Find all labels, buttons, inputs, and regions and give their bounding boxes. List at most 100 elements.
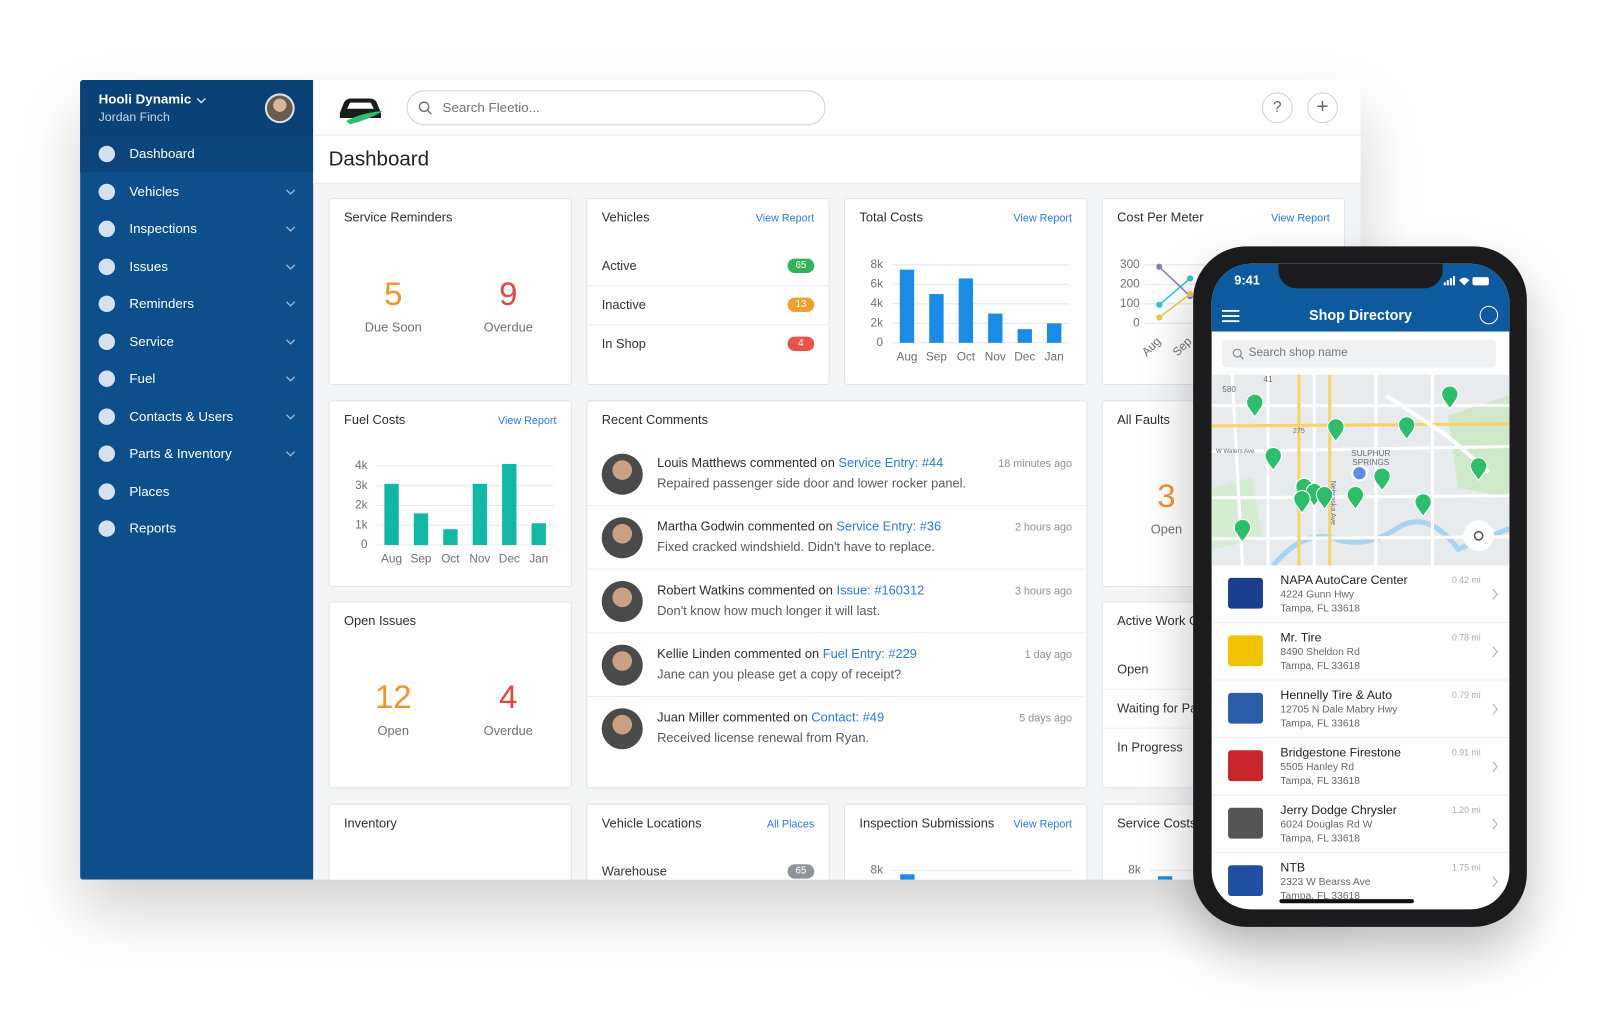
map-pin <box>1441 385 1459 410</box>
nav-icon <box>98 258 116 275</box>
x-tick-label: Aug <box>381 551 402 565</box>
comment-link[interactable]: Fuel Entry: #229 <box>822 646 917 662</box>
comment-header: Kellie Linden commented on Fuel Entry: #22… <box>657 647 917 661</box>
comment-text: Fixed cracked windshield. Didn't have to… <box>657 539 935 555</box>
comment-text: Jane can you please get a copy of receip… <box>657 667 902 682</box>
comment-action: commented on <box>748 582 833 598</box>
y-tick-label: 8k <box>1128 862 1141 876</box>
widget-link[interactable]: View Report <box>1013 818 1072 831</box>
comment-time: 2 hours ago <box>1015 521 1072 534</box>
nav-item[interactable]: Parts & Inventory <box>80 435 313 472</box>
nav-item[interactable]: Vehicles <box>80 173 313 210</box>
magnifier <box>1232 348 1242 358</box>
line-point <box>1156 314 1163 321</box>
map-pin <box>1315 486 1334 510</box>
nav-icon <box>98 220 116 238</box>
widget-card: Fuel Costs View Report 0 1k 2k 3k 4k Aug Sep Oct N… <box>328 400 572 588</box>
comment-link[interactable]: Issue: #160312 <box>836 582 925 598</box>
nav-chevron <box>286 376 296 382</box>
shop-item[interactable]: Mr. Tire 8490 Sheldon Rd Tampa, FL 33618 0.… <box>1211 623 1510 681</box>
logo-swoosh <box>346 110 383 125</box>
map-label: SULPHUR <box>1351 449 1390 458</box>
search-placeholder: Search shop name <box>1248 346 1348 360</box>
widget-title: Fuel Costs <box>343 412 406 427</box>
x-tick-label: Aug <box>897 349 918 363</box>
shop-item[interactable]: Hennelly Tire & Auto 12705 N Dale Mabry H… <box>1211 681 1510 738</box>
nav-item[interactable]: Contacts & Users <box>80 398 313 435</box>
nav-item[interactable]: Fuel <box>80 360 313 397</box>
shop-address: 4224 Gunn Hwy <box>1280 589 1355 601</box>
app-window: Hooli Dynamic Jordan Finch Dashboard Vehicl… <box>80 80 1361 880</box>
row-label: Warehouse <box>601 864 667 879</box>
widget-link[interactable]: View Report <box>1271 212 1330 225</box>
add-button[interactable]: + <box>1307 92 1338 124</box>
line-point <box>1186 275 1194 282</box>
app-help[interactable] <box>1479 305 1499 325</box>
signal-bar <box>1449 278 1452 286</box>
bar <box>443 529 458 546</box>
shop-item[interactable]: Bridgestone Firestone 5505 Hanley Rd Tampa… <box>1211 738 1510 796</box>
shop-item[interactable]: NAPA AutoCare Center 4224 Gunn Hwy Tampa, … <box>1211 566 1510 624</box>
widget-link[interactable]: View Report <box>755 212 815 225</box>
shop-distance: 1.20 mi <box>1452 804 1481 815</box>
search-box[interactable]: Search Fleetio... <box>406 90 826 126</box>
chart: 0 1k 2k 3k 4k Aug Sep Oct Nov Dec Jan <box>355 458 554 565</box>
comment-text: Received license renewal from Ryan. <box>657 730 870 746</box>
signal-bar <box>1452 276 1455 286</box>
nav-item[interactable]: Issues <box>80 248 313 285</box>
shop-item[interactable]: Jerry Dodge Chrysler 6024 Douglas Rd W Tam… <box>1211 795 1510 853</box>
nav-icon <box>98 183 116 200</box>
shop-distance: 1.75 mi <box>1452 862 1481 873</box>
help-button[interactable]: ? <box>1261 92 1293 124</box>
locate-button[interactable] <box>1463 520 1494 552</box>
nav-label: Inspections <box>129 220 197 237</box>
shop-address: 2323 W Bearss Ave <box>1280 876 1371 888</box>
nav-label: Service <box>129 333 174 349</box>
shop-name: Bridgestone Firestone <box>1280 745 1401 760</box>
road <box>1211 535 1510 541</box>
nav-icon <box>98 370 116 387</box>
comment-header: Robert Watkins commented on Issue: #160312 <box>657 583 924 597</box>
comment-time: 3 hours ago <box>1015 585 1072 598</box>
shop-item[interactable]: NTB 2323 W Bearss Ave Tampa, FL 33618 1.75 … <box>1211 853 1510 910</box>
widget-link[interactable]: All Places <box>766 818 815 831</box>
nav-icon <box>98 295 116 313</box>
nav-label: Parts & Inventory <box>129 445 232 461</box>
line <box>1158 266 1191 297</box>
chevron <box>286 451 296 457</box>
nav-label: Places <box>129 482 170 499</box>
comment-text: Repaired passenger side door and lower r… <box>657 476 967 491</box>
comment-link[interactable]: Service Entry: #44 <box>838 455 944 471</box>
widget-link[interactable]: View Report <box>1013 212 1072 225</box>
chart: 0 2k 4k 6k 8k Aug Sep Oct Nov Dec Jan <box>871 257 1069 363</box>
org-chevron <box>196 98 206 104</box>
bar <box>1017 329 1032 343</box>
map-pin <box>1414 493 1432 518</box>
y-tick-label: 6k <box>871 276 884 290</box>
row-label: Open <box>1117 662 1149 677</box>
y-tick-label: 4k <box>355 458 368 472</box>
comment-author: Kellie Linden <box>657 646 731 662</box>
user-name: Jordan Finch <box>98 109 170 125</box>
shop-logo <box>1228 577 1263 609</box>
y-tick-label: 0 <box>876 335 883 349</box>
shop-logo <box>1228 865 1263 897</box>
comment-link[interactable]: Contact: #49 <box>811 710 885 725</box>
x-tick-label: Nov <box>469 551 490 565</box>
comment-link[interactable]: Service Entry: #36 <box>836 519 942 534</box>
nav-item[interactable]: Service <box>80 323 313 360</box>
nav-item[interactable]: Dashboard <box>80 135 314 173</box>
nav-item[interactable]: Inspections <box>80 210 313 247</box>
row-label: Active <box>601 258 637 274</box>
widget-link[interactable]: View Report <box>497 414 557 427</box>
shop-distance: 0.79 mi <box>1452 689 1481 701</box>
sidebar: Hooli Dynamic Jordan Finch Dashboard Vehicl… <box>80 80 314 880</box>
nav-item[interactable]: Reports <box>80 510 313 547</box>
nav-item[interactable]: Reminders <box>80 285 313 322</box>
widget-title: Open Issues <box>343 613 417 629</box>
nav-item[interactable]: Places <box>80 473 313 510</box>
phone-search[interactable]: Search shop name <box>1221 339 1497 368</box>
nav-icon <box>98 445 116 462</box>
logo <box>339 98 383 125</box>
y-tick-label: 0 <box>1133 315 1140 329</box>
